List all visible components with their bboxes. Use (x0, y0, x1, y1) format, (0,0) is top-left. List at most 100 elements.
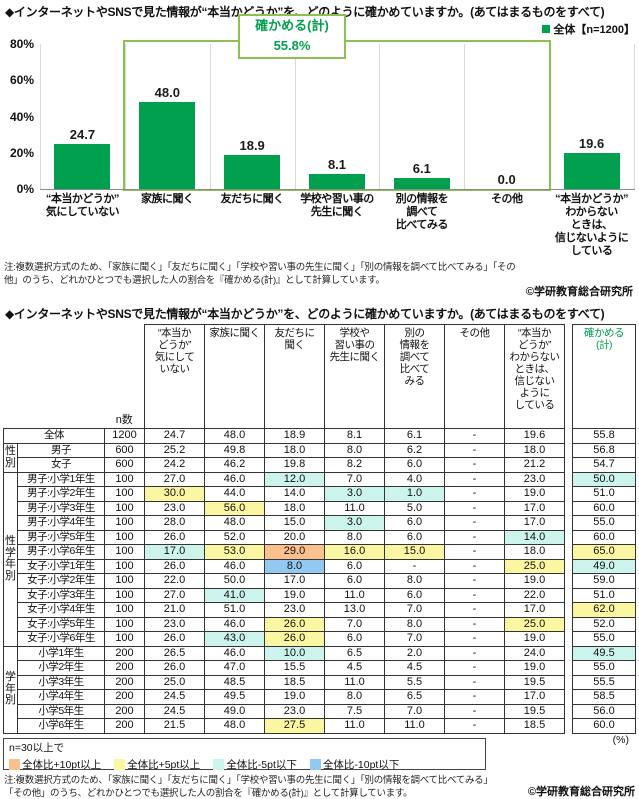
cell-value: 7.5 (324, 703, 385, 719)
cell-value: 6.0 (384, 529, 445, 545)
cell-value: 46.0 (204, 558, 265, 574)
cell-value: - (444, 471, 505, 487)
cell-n: 100 (104, 486, 145, 502)
table-row: 女子:小学2年生 100 22.0 50.0 17.0 6.0 8.0-19.0 59.0 (4, 573, 636, 589)
cell-value: 43.0 (204, 631, 265, 647)
cell-value: 46.0 (204, 471, 265, 487)
cell-value: - (444, 674, 505, 690)
table-row: 女子:小学1年生 100 26.0 46.0 8.0 6.0- -25.0 49.0 (4, 558, 636, 574)
cell-value: 26.0 (264, 631, 325, 647)
bar (224, 154, 281, 189)
row-label: 女子:小学3年生 (17, 587, 105, 603)
header-col-0: “本当か どうか” 気にして いない (144, 324, 205, 429)
cell-value: 19.5 (504, 674, 565, 690)
cell-value: 7.0 (384, 602, 445, 618)
row-label: 男子 (17, 442, 105, 458)
legend-square-icon (542, 25, 551, 33)
cell-kakumeru: 49.0 (572, 558, 636, 574)
cell-n: 100 (104, 558, 145, 574)
cell-value: 11.0 (324, 587, 385, 603)
cell-value: 19.5 (504, 703, 565, 719)
bar-value-label: 24.7 (69, 127, 96, 143)
cell-value: - (444, 544, 505, 560)
cell-n: 200 (104, 674, 145, 690)
cell-kakumeru: 55.5 (572, 674, 636, 690)
highlight-swatch-icon (9, 759, 20, 770)
cell-value: 19.0 (504, 660, 565, 676)
row-group-label: 性 学 年 別 (3, 471, 18, 647)
highlight-legend-title: n=30以上で (9, 742, 65, 754)
y-tick-label: 0% (16, 182, 34, 196)
cell-n: 100 (104, 602, 145, 618)
cell-value: 17.0 (264, 573, 325, 589)
table-note: 注:複数選択方式のため、「家族に聞く」「友だちに聞く」「学校や習い事の先生に聞く… (4, 775, 493, 799)
cell-value: 26.0 (144, 558, 205, 574)
x-category-label: “本当かどうか” わからない ときは、 信じないように している (554, 193, 629, 257)
cell-value: 30.0 (144, 486, 205, 502)
data-table: n数 “本当か どうか” 気にして いない 家族に聞く 友だちに 聞く 学校や 習い事の… (3, 324, 636, 734)
row-label: 小学2年生 (17, 660, 105, 676)
cell-value: 4.5 (384, 660, 445, 676)
highlight-legend-label: 全体比-10pt以下 (322, 759, 400, 771)
column-separator (40, 44, 41, 189)
cell-value: 8.0 (384, 573, 445, 589)
row-label: 全体 (3, 428, 105, 444)
table-row: 女子:小学6年生 100 26.0 43.0 26.0 6.0 7.0-19.0 55.0 (4, 631, 636, 647)
chart-title: ◆インターネットやSNSで見た情報が“本当かどうか”を、どのように確かめています… (5, 5, 605, 19)
cell-value: - (444, 631, 505, 647)
cell-value: 6.0 (324, 573, 385, 589)
cell-value: 6.1 (384, 428, 445, 444)
cell-value: 23.0 (264, 703, 325, 719)
cell-value: 26.0 (264, 616, 325, 632)
cell-n: 100 (104, 573, 145, 589)
cell-value: - (444, 616, 505, 632)
cell-kakumeru: 60.0 (572, 718, 636, 734)
row-label: 男子:小学3年生 (17, 500, 105, 516)
cell-value: 48.0 (204, 428, 265, 444)
row-label: 女子:小学6年生 (17, 631, 105, 647)
cell-kakumeru: 51.0 (572, 486, 636, 502)
cell-gap (564, 660, 573, 675)
cell-n: 100 (104, 616, 145, 632)
cell-value: 49.8 (204, 442, 265, 458)
cell-value: 13.0 (324, 602, 385, 618)
cell-value: 26.0 (144, 529, 205, 545)
cell-value: 25.0 (144, 674, 205, 690)
cell-value: 48.0 (204, 718, 265, 734)
cell-value: 17.0 (504, 500, 565, 516)
cell-value: 25.0 (504, 558, 565, 574)
table-row: 性 学 年 別男子:小学1年生 100 27.0 46.0 12.0 7.0 4.0-23.… (3, 471, 636, 647)
row-label: 小学1年生 (17, 645, 105, 661)
table-row: 男子:小学4年生 100 28.0 48.0 15.0 3.0 6.0-17.0 55.0 (4, 515, 636, 531)
table-row: 小学2年生 200 26.0 47.0 15.5 4.5 4.5-19.0 55.0 (4, 660, 636, 676)
cell-n: 600 (104, 457, 145, 473)
cell-value: 7.0 (384, 631, 445, 647)
cell-gap (564, 443, 573, 458)
percent-unit-label: (%) (612, 734, 629, 746)
cell-gap (564, 602, 573, 617)
cell-value: 4.5 (324, 660, 385, 676)
cell-value: 18.0 (504, 544, 565, 560)
cell-gap (564, 689, 573, 704)
header-col-1: 家族に聞く (204, 324, 265, 429)
header-col-2: 友だちに 聞く (264, 324, 325, 429)
cell-value: - (444, 703, 505, 719)
cell-value: 48.0 (204, 515, 265, 531)
cell-value: - (444, 500, 505, 516)
bar-value-label: 48.0 (154, 85, 180, 100)
cell-n: 600 (104, 442, 145, 458)
cell-value: 28.0 (144, 515, 205, 531)
cell-value: 18.5 (504, 718, 565, 734)
cell-n: 100 (104, 500, 145, 516)
table-row: 男子:小学5年生 100 26.0 52.0 20.0 8.0 6.0-14.0 60.0 (4, 529, 636, 545)
cell-value: 8.0 (384, 616, 445, 632)
cell-gap (564, 646, 573, 661)
highlight-legend-label: 全体比-5pt以下 (226, 759, 297, 771)
bar (54, 144, 111, 189)
cell-value: 17.0 (504, 602, 565, 618)
bar (139, 102, 196, 189)
bar-value-label: 6.1 (412, 160, 431, 176)
cell-value: - (444, 602, 505, 618)
cell-value: 25.0 (504, 616, 565, 632)
column-separator (379, 44, 381, 189)
